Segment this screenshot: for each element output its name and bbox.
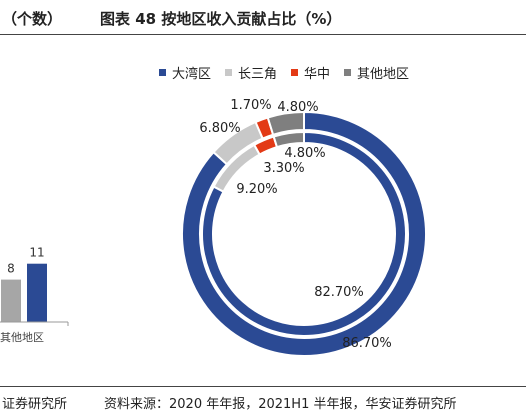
bar-value-label-0: 8 bbox=[7, 262, 15, 276]
bar-1 bbox=[27, 263, 47, 322]
legend-label-1: 长三角 bbox=[238, 67, 278, 82]
outer-ring-slice-0 bbox=[181, 110, 427, 357]
legend-swatch-3 bbox=[344, 69, 352, 76]
legend-label-2: 华中 bbox=[304, 67, 331, 82]
outer-ring-label-2: 1.70% bbox=[230, 98, 271, 113]
inner-ring-label-1: 9.20% bbox=[236, 182, 277, 197]
inner-ring-slice-3 bbox=[272, 130, 305, 149]
inner-ring-label-3: 4.80% bbox=[284, 146, 325, 161]
outer-ring-label-3: 4.80% bbox=[277, 100, 318, 115]
legend-label-3: 其他地区 bbox=[357, 67, 410, 82]
legend-swatch-2 bbox=[291, 69, 299, 76]
legend-label-0: 大湾区 bbox=[172, 67, 212, 82]
footer-divider bbox=[0, 386, 526, 387]
legend-item-2: 华中 bbox=[291, 63, 330, 82]
legend-swatch-0 bbox=[159, 69, 166, 76]
legend-item-3: 其他地区 bbox=[344, 63, 409, 82]
figure-title: 图表 48 按地区收入贡献占比（%） bbox=[100, 10, 342, 28]
inner-ring-label-0: 82.70% bbox=[314, 285, 364, 300]
inner-ring-label-2: 3.30% bbox=[263, 161, 304, 176]
chart-legend: 大湾区 长三角 华中 其他地区 bbox=[159, 63, 409, 82]
legend-item-1: 长三角 bbox=[225, 63, 277, 82]
legend-item-0: 大湾区 bbox=[159, 63, 211, 82]
outer-ring-slice-3 bbox=[266, 110, 305, 136]
legend-swatch-1 bbox=[225, 69, 233, 76]
source-note-left: 证券研究所 bbox=[2, 397, 68, 412]
source-note: 资料来源：2020 年年报，2021H1 半年报，华安证券研究所 bbox=[104, 397, 457, 412]
outer-ring-label-0: 86.70% bbox=[342, 336, 392, 351]
bar-0 bbox=[1, 279, 21, 322]
outer-ring-label-1: 6.80% bbox=[199, 121, 240, 136]
unit-label: （个数） bbox=[2, 10, 63, 28]
title-divider bbox=[0, 34, 526, 35]
bar-value-label-1: 11 bbox=[29, 246, 44, 260]
bar-category-label: 其他地区 bbox=[0, 331, 44, 344]
